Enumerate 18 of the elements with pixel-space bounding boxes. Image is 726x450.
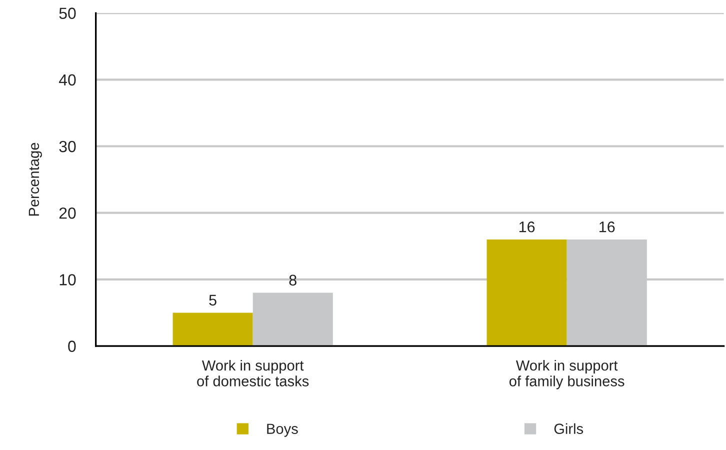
y-tick-label: 30 (59, 140, 76, 152)
legend-label: Boys (267, 424, 298, 437)
x-tick-label: Work in support of domestic tasks (197, 360, 309, 386)
bar (252, 292, 333, 346)
y-axis-title: Percentage (28, 142, 42, 216)
bar (172, 312, 253, 346)
data-label: 16 (519, 221, 535, 232)
y-tick-label: 0 (68, 340, 76, 352)
data-label: 5 (209, 294, 216, 306)
data-label: 16 (600, 221, 615, 232)
data-label: 8 (289, 274, 296, 286)
y-tick-label: 40 (58, 74, 76, 86)
y-tick-label: 20 (59, 207, 76, 219)
bar (486, 239, 567, 346)
x-tick-label: Work in support of family business (509, 360, 624, 390)
y-tick-label: 10 (60, 274, 76, 286)
y-tick-label: 50 (59, 8, 76, 19)
legend-label: Girls (554, 423, 584, 434)
